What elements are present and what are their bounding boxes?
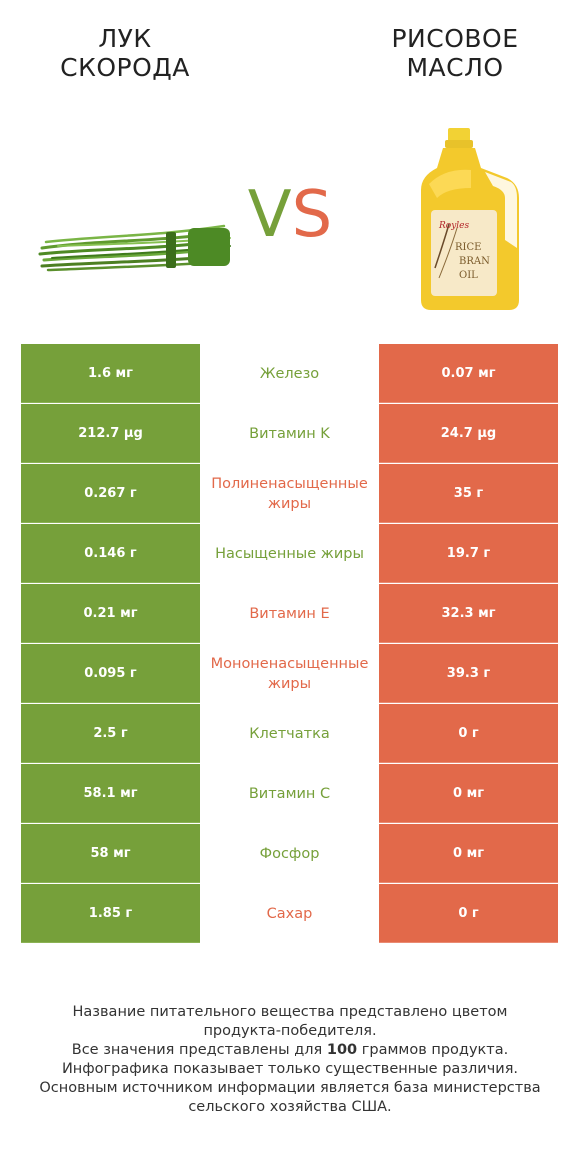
nutrient-name-cell: Витамин K: [200, 404, 379, 463]
nutrient-name: Железо: [259, 365, 320, 382]
footer-line4: Инфографика показывает только существенн…: [61, 1061, 519, 1077]
vs-label: VS: [220, 170, 360, 260]
nutrient-name: Полиненасыщенные жиры: [211, 475, 368, 512]
nutrient-name: Мононенасыщенные жиры: [210, 655, 369, 692]
nutrient-name-cell: Витамин C: [200, 764, 379, 823]
left-product-title-line1: ЛУК: [98, 24, 152, 53]
footer-line6: сельского хозяйства США.: [188, 1099, 392, 1115]
footer-line3-bold: 100: [326, 1042, 358, 1058]
nutrient-name-cell: Клетчатка: [200, 704, 379, 763]
footer-line3: Все значения представлены для 100 граммо…: [20, 1041, 560, 1060]
oil-label-brand: Royles: [438, 221, 469, 231]
left-value-cell: 0.21 мг: [21, 584, 200, 643]
footer-line2: продукта-победителя.: [203, 1023, 377, 1039]
left-product-title-line2: СКОРОДА: [60, 53, 190, 82]
nutrient-name: Клетчатка: [249, 725, 330, 742]
right-product-title-line2: МАСЛО: [406, 53, 504, 82]
rice-bran-oil-bottle-image: Royles RICE BRAN OIL: [421, 128, 519, 310]
right-value-cell: 0 мг: [379, 824, 558, 883]
nutrient-name: Витамин K: [249, 425, 330, 442]
right-value-cell: 39.3 г: [379, 644, 558, 703]
left-value-cell: 0.146 г: [21, 524, 200, 583]
nutrient-name: Насыщенные жиры: [215, 545, 364, 562]
right-value-cell: 0 г: [379, 704, 558, 763]
left-value-cell: 1.6 мг: [21, 344, 200, 403]
table-row: 58 мг Фосфор 0 мг: [21, 824, 558, 884]
right-value-cell: 19.7 г: [379, 524, 558, 583]
left-value-cell: 1.85 г: [21, 884, 200, 943]
footer-line5: Основным источником информации является …: [39, 1080, 541, 1096]
nutrient-name-cell: Полиненасыщенные жиры: [200, 464, 379, 523]
chives-image: [38, 224, 231, 272]
table-row: 1.6 мг Железо 0.07 мг: [21, 344, 558, 404]
right-value-cell: 35 г: [379, 464, 558, 523]
nutrient-name: Сахар: [266, 905, 313, 922]
right-product-title: РИСОВОЕ МАСЛО: [335, 24, 575, 82]
right-value-cell: 24.7 µg: [379, 404, 558, 463]
left-value-cell: 2.5 г: [21, 704, 200, 763]
footer-notes: Название питательного вещества представл…: [20, 1003, 560, 1117]
footer-line3-pre: Все значения представлены для: [71, 1042, 327, 1058]
table-row: 0.267 г Полиненасыщенные жиры 35 г: [21, 464, 558, 524]
nutrient-name-cell: Витамин E: [200, 584, 379, 643]
right-value-cell: 0.07 мг: [379, 344, 558, 403]
table-row: 58.1 мг Витамин C 0 мг: [21, 764, 558, 824]
table-row: 2.5 г Клетчатка 0 г: [21, 704, 558, 764]
table-row: 0.146 г Насыщенные жиры 19.7 г: [21, 524, 558, 584]
nutrient-name-cell: Фосфор: [200, 824, 379, 883]
left-value-cell: 58 мг: [21, 824, 200, 883]
nutrient-name-cell: Мононенасыщенные жиры: [200, 644, 379, 703]
table-row: 0.21 мг Витамин E 32.3 мг: [21, 584, 558, 644]
oil-label-line1: RICE: [455, 242, 481, 253]
right-product-title-line1: РИСОВОЕ: [391, 24, 519, 53]
table-row: 0.095 г Мононенасыщенные жиры 39.3 г: [21, 644, 558, 704]
footer-line3-post: граммов продукта.: [357, 1042, 509, 1058]
left-value-cell: 0.267 г: [21, 464, 200, 523]
nutrient-name: Витамин C: [248, 785, 331, 802]
vs-v: V: [247, 178, 292, 252]
nutrient-name-cell: Насыщенные жиры: [200, 524, 379, 583]
right-value-cell: 0 г: [379, 884, 558, 943]
nutrient-name: Фосфор: [259, 845, 320, 862]
vs-s: S: [291, 178, 333, 252]
oil-label-line3: OIL: [459, 270, 478, 281]
table-row: 212.7 µg Витамин K 24.7 µg: [21, 404, 558, 464]
left-value-cell: 212.7 µg: [21, 404, 200, 463]
left-product-title: ЛУК СКОРОДА: [5, 24, 245, 82]
left-value-cell: 58.1 мг: [21, 764, 200, 823]
oil-label-line2: BRAN: [459, 256, 490, 267]
right-value-cell: 32.3 мг: [379, 584, 558, 643]
nutrient-name: Витамин E: [249, 605, 330, 622]
left-value-cell: 0.095 г: [21, 644, 200, 703]
table-row: 1.85 г Сахар 0 г: [21, 884, 558, 944]
comparison-table: 1.6 мг Железо 0.07 мг 212.7 µg Витамин K 24.7…: [21, 344, 558, 944]
footer-line1: Название питательного вещества представл…: [72, 1004, 508, 1020]
right-value-cell: 0 мг: [379, 764, 558, 823]
nutrient-name-cell: Сахар: [200, 884, 379, 943]
nutrient-name-cell: Железо: [200, 344, 379, 403]
